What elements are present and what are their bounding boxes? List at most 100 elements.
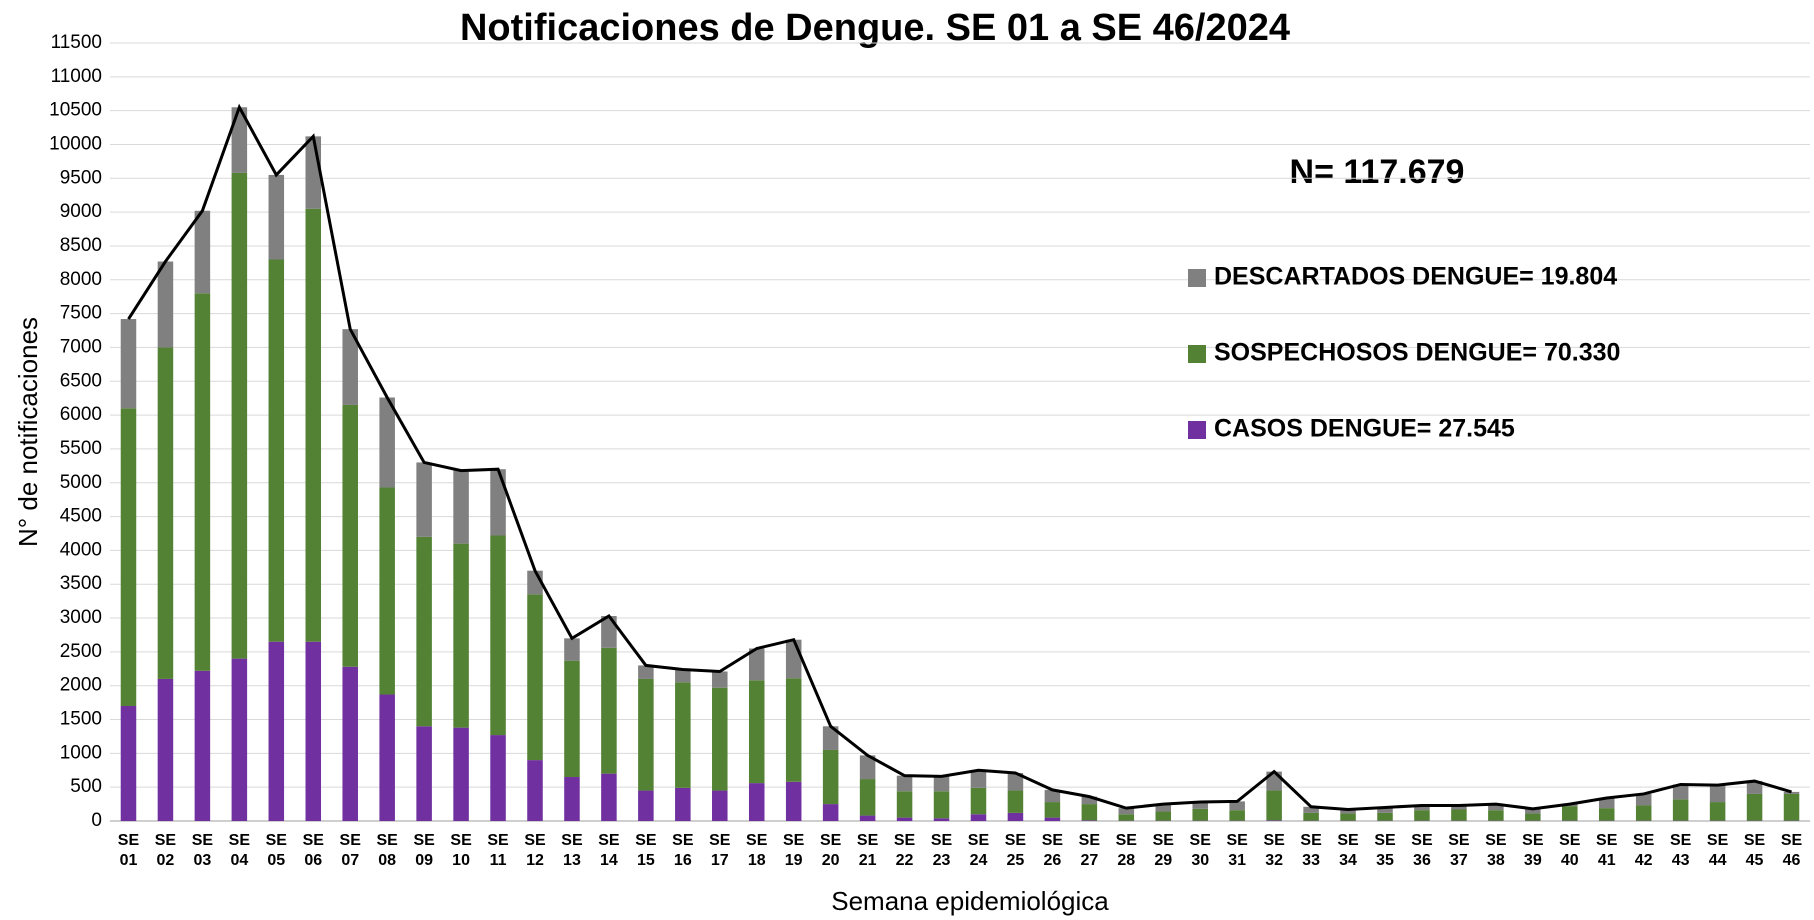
x-tick-label: SE 44 [1706,832,1729,869]
bar-segment [1118,808,1135,815]
bar-segment [268,641,285,821]
legend-swatch [1188,269,1206,287]
bar-segment [268,174,285,260]
bar-segment [785,781,802,821]
bar-segment [527,594,543,761]
y-tick-label: 1500 [60,709,102,730]
bar-segment [342,329,358,405]
y-axis-title: N° de notificaciones [13,317,43,547]
bar-segment [933,776,950,792]
bar-segment [1007,790,1024,813]
total-line [127,103,1792,812]
x-tick-label: SE 19 [783,832,805,869]
bar-segment [1266,820,1282,821]
bar-segment [748,680,765,784]
y-tick-label: 6500 [60,370,102,391]
x-tick-label: SE 18 [746,832,768,869]
bar-segment [1044,817,1061,821]
bar-segment [896,817,913,821]
bar-segment [933,791,950,819]
bar-segment [675,669,691,683]
y-tick-label: 0 [91,810,102,831]
bar-segment [712,687,728,791]
x-tick-label: SE 28 [1115,832,1137,869]
bar-segment [1746,793,1763,821]
bar-segment [379,397,395,488]
chart-title: Notificaciones de Dengue. SE 01 a SE 46/… [460,7,1290,49]
x-tick-label: SE 16 [672,832,694,869]
y-tick-label: 1000 [60,742,102,763]
bar-segment [1192,808,1208,821]
bar-segment [601,647,617,774]
bar-segment [564,777,580,821]
bar-segment [970,787,987,815]
x-axis-title: Semana epidemiológica [831,886,1109,916]
x-tick-label: SE 24 [967,832,990,869]
bar-segment [638,790,654,821]
x-tick-label: SE 10 [450,832,472,869]
x-tick-label: SE 25 [1004,832,1027,869]
x-tick-label: SE 40 [1559,832,1581,869]
bar-segment [1044,789,1061,803]
x-tick-label: SE 33 [1300,832,1322,869]
bar-segment [1266,790,1282,821]
y-tick-label: 11500 [51,32,102,53]
bar-segment [1155,804,1172,812]
y-tick-label: 4500 [60,506,102,527]
x-tick-label: SE 08 [376,832,398,869]
bar-segment [1672,784,1689,800]
bar-segment [748,648,765,681]
bar-segment [601,773,617,821]
bar-segment [859,755,876,780]
x-tick-label: SE 07 [339,832,361,869]
x-tick-label: SE 23 [930,832,953,869]
bar-segment [194,210,211,294]
bar-segment [416,536,432,727]
x-tick-label: SE 12 [524,832,546,869]
bar-segment [379,487,395,695]
x-tick-label: SE 22 [893,832,916,869]
bar-segment [1746,781,1763,794]
y-tick-label: 11000 [51,66,102,87]
x-tick-label: SE 15 [635,832,657,869]
x-tick-label: SE 45 [1743,832,1766,869]
y-tick-label: 5000 [60,472,102,493]
bar-segment [1303,812,1319,821]
x-tick-label: SE 38 [1485,832,1507,869]
bar-segment [822,749,839,805]
x-tick-label: SE 36 [1411,832,1433,869]
y-tick-label: 6000 [60,404,102,425]
bar-segment [1488,804,1504,811]
x-tick-label: SE 05 [265,832,287,869]
x-tick-label: SE 17 [709,832,731,869]
bar-segment [859,815,876,821]
bar-segment [1525,813,1541,821]
bar-segment [490,469,506,536]
bar-segment [490,535,506,736]
bar-segment [859,779,876,816]
bar-segment [1044,802,1061,818]
bar-segment [453,543,469,728]
bar-segment [712,671,728,688]
y-tick-label: 500 [70,776,102,797]
x-tick-label: SE 04 [228,832,250,869]
bar-segment [601,616,617,648]
y-tick-label: 5500 [60,438,102,459]
bar-segment [1451,809,1467,821]
x-tick-label: SE 21 [856,832,879,869]
bar-segment [1451,805,1467,810]
bar-segment [785,639,802,679]
bar-segment [896,775,913,792]
bar-segment [638,678,654,791]
bar-segment [231,107,248,173]
bar-segment [342,666,358,821]
x-tick-label: SE 02 [154,832,177,869]
bar-segment [1229,810,1245,821]
legend-label: CASOS DENGUE= 27.545 [1214,415,1515,443]
x-tick-label: SE 26 [1041,832,1064,869]
bar-segment [1414,805,1430,811]
y-tick-label: 8500 [60,235,102,256]
bar-segment [675,682,691,788]
x-tick-label: SE 09 [413,832,435,869]
